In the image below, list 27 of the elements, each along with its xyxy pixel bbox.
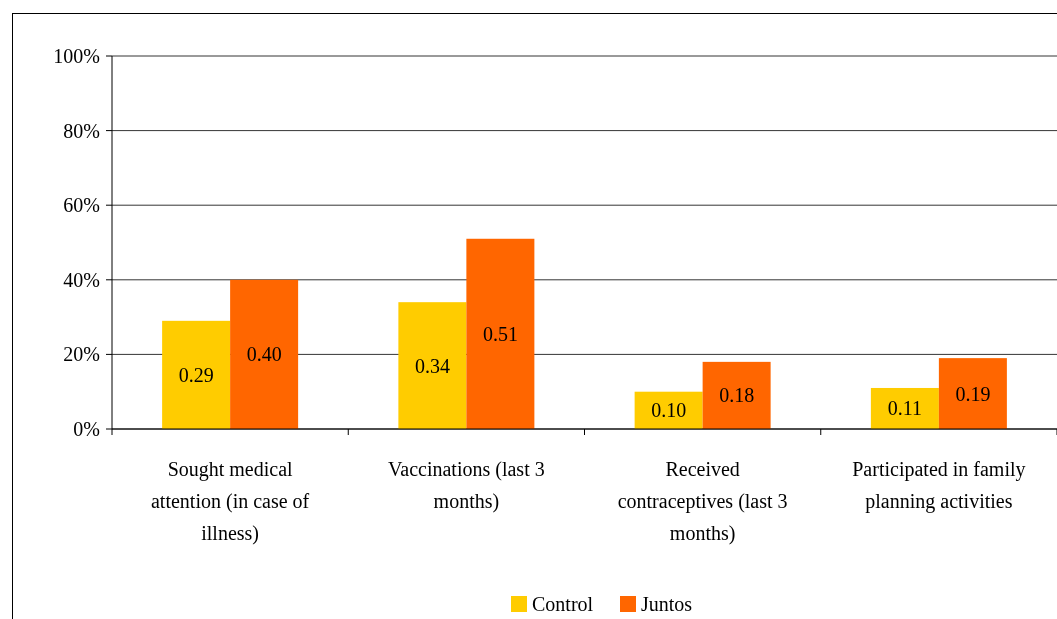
y-tick-label: 100% xyxy=(53,45,100,67)
x-tick-label: Vaccinations (last 3 months) xyxy=(388,458,545,513)
bar xyxy=(702,361,771,429)
bar xyxy=(398,302,467,429)
bar xyxy=(466,238,535,429)
data-label: 0.18 xyxy=(719,384,755,407)
bar xyxy=(870,387,939,429)
y-tick-label: 80% xyxy=(63,119,100,142)
bar xyxy=(162,320,231,429)
data-label: 0.19 xyxy=(955,382,991,405)
y-tick-label: 40% xyxy=(63,268,100,291)
data-label: 0.40 xyxy=(246,343,282,366)
legend-label: Control xyxy=(532,593,594,615)
x-tick-label: Received contraceptives (last 3 months) xyxy=(617,458,788,545)
data-label: 0.34 xyxy=(414,354,450,377)
y-tick-label: 60% xyxy=(63,194,100,217)
x-tick-label: Sought medical attention (in case of illness) xyxy=(150,458,310,545)
data-label: 0.29 xyxy=(178,363,214,386)
data-label: 0.11 xyxy=(887,397,923,420)
bar xyxy=(938,358,1007,429)
bar xyxy=(230,279,299,429)
x-tick-label: Participated in family planning activities xyxy=(852,458,1026,513)
y-tick-label: 0% xyxy=(73,418,100,440)
data-label: 0.51 xyxy=(482,322,518,345)
y-tick-label: 20% xyxy=(63,343,100,366)
data-label: 0.10 xyxy=(651,399,687,422)
legend-label: Juntos xyxy=(641,593,693,615)
